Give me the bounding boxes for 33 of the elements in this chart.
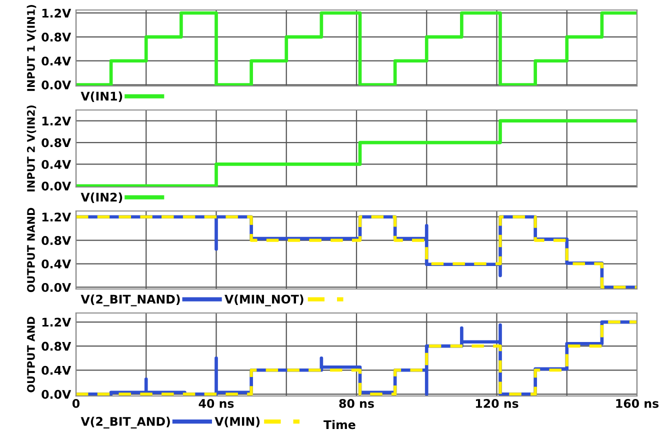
- y-tick-label: 0.0V: [42, 282, 72, 292]
- x-tick-label: 0: [72, 398, 80, 408]
- legend-label: V(2_BIT_NAND): [80, 294, 180, 306]
- legend-label: V(MIN): [214, 416, 260, 428]
- y-tick-label: 0.8V: [42, 138, 72, 148]
- y-axis-title: INPUT 2 V(IN2): [26, 106, 36, 192]
- y-tick-label: 1.2V: [42, 116, 72, 126]
- series-label: V(IN2): [80, 192, 122, 204]
- line-series: [76, 11, 637, 86]
- x-tick-label: 120 ns: [476, 398, 518, 408]
- legend-label: V(MIN_NOT): [224, 294, 304, 306]
- y-tick-label: 0.4V: [42, 56, 72, 66]
- y-tick-label: 1.2V: [42, 212, 72, 222]
- y-axis-title: OUTPUT NAND: [27, 208, 35, 292]
- legend-label: V(IN1): [80, 91, 122, 102]
- y-tick-label: 0.0V: [42, 80, 72, 90]
- x-tick-label: 40 ns: [198, 398, 234, 408]
- x-axis-title: Time: [324, 420, 356, 430]
- y-tick-label: 0.8V: [42, 342, 72, 351]
- y-tick-label: 1.2V: [42, 318, 72, 327]
- y-tick-label: 0.4V: [42, 160, 72, 169]
- y-tick-label: 0.4V: [42, 366, 72, 375]
- y-tick-label: 1.2V: [42, 8, 72, 18]
- x-tick-label: 80 ns: [339, 398, 374, 408]
- y-tick-label: 0.0V: [42, 390, 72, 399]
- y-axis-title: OUTPUT AND: [27, 316, 35, 392]
- y-tick-label: 0.8V: [42, 32, 72, 42]
- x-tick-label: 160 ns: [616, 398, 659, 408]
- y-tick-label: 0.4V: [42, 260, 72, 268]
- y-tick-label: 0.8V: [42, 236, 72, 245]
- y-axis-title: INPUT 1 V(IN1): [26, 5, 36, 91]
- legend-label: V(2_BIT_AND): [80, 416, 170, 428]
- y-tick-label: 0.0V: [42, 182, 72, 191]
